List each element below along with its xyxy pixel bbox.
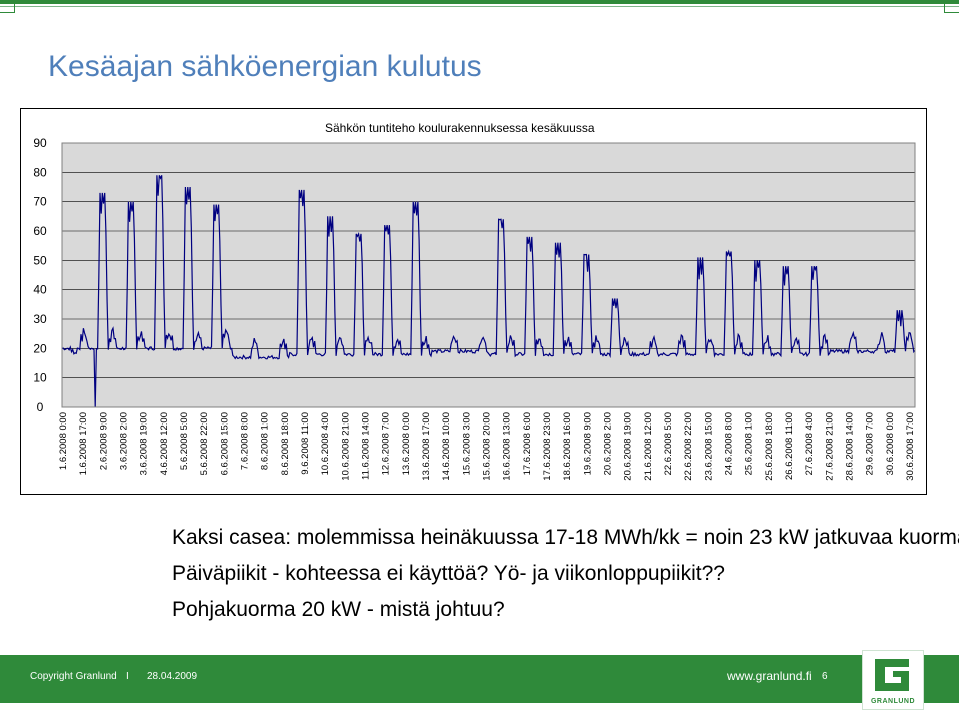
note-line-1: Kaksi casea: molemmissa heinäkuussa 17-1… xyxy=(172,526,959,549)
y-tick-label: 70 xyxy=(33,195,47,209)
x-tick-label: 28.6.2008 14:00 xyxy=(845,412,856,481)
x-tick-label: 30.6.2008 0:00 xyxy=(885,412,896,475)
footer-url-link[interactable]: www.granlund.fi xyxy=(727,669,812,683)
x-tick-label: 7.6.2008 8:00 xyxy=(240,412,251,470)
x-tick-label: 13.6.2008 17:00 xyxy=(421,412,432,481)
x-tick-label: 16.6.2008 13:00 xyxy=(502,412,513,481)
top-thin-line xyxy=(0,6,959,7)
line-chart: 0 10 20 30 40 50 60 70 80 90 1.6.2008 0:00 1.6.2008… xyxy=(33,136,916,481)
y-tick-label: 10 xyxy=(33,371,47,385)
x-tick-label: 25.6.2008 18:00 xyxy=(764,412,775,481)
x-tick-label: 5.6.2008 5:00 xyxy=(179,412,190,470)
x-tick-label: 27.6.2008 4:00 xyxy=(804,412,815,475)
granlund-g-icon xyxy=(875,659,909,691)
x-tick-label: 30.6.2008 17:00 xyxy=(905,412,916,481)
top-green-stripe xyxy=(0,0,959,4)
y-tick-label: 90 xyxy=(33,136,47,150)
x-tick-label: 13.6.2008 0:00 xyxy=(401,412,412,475)
x-tick-label: 5.6.2008 22:00 xyxy=(199,412,210,475)
x-tick-label: 8.6.2008 1:00 xyxy=(260,412,271,470)
x-tick-label: 27.6.2008 21:00 xyxy=(824,412,835,481)
x-tick-label: 20.6.2008 19:00 xyxy=(623,412,634,481)
footer-bar: Copyright Granlund I 28.04.2009 www.gran… xyxy=(0,655,959,703)
x-tick-label: 20.6.2008 2:00 xyxy=(603,412,614,475)
x-tick-label: 1.6.2008 0:00 xyxy=(58,412,69,470)
page-title: Kesäajan sähköenergian kulutus xyxy=(48,50,482,83)
y-tick-label: 20 xyxy=(33,341,47,355)
x-tick-label: 23.6.2008 15:00 xyxy=(703,412,714,481)
x-tick-label: 18.6.2008 16:00 xyxy=(562,412,573,481)
y-tick-label: 60 xyxy=(33,224,47,238)
granlund-logo: GRANLUND xyxy=(862,650,924,710)
series-line xyxy=(61,175,916,408)
x-tick-label: 9.6.2008 11:00 xyxy=(300,412,311,475)
x-tick-label: 21.6.2008 12:00 xyxy=(643,412,654,481)
footer-page-number: 6 xyxy=(822,671,828,682)
x-tick-label: 17.6.2008 6:00 xyxy=(522,412,533,475)
y-tick-label: 30 xyxy=(33,312,47,326)
corner-mark-left xyxy=(0,0,15,13)
x-tick-label: 3.6.2008 19:00 xyxy=(139,412,150,475)
x-tick-label: 25.6.2008 1:00 xyxy=(744,412,755,475)
plot-border xyxy=(61,142,916,408)
x-tick-label: 4.6.2008 12:00 xyxy=(159,412,170,475)
x-tick-label: 8.6.2008 18:00 xyxy=(280,412,291,475)
note-line-3: Pohjakuorma 20 kW - mistä johtuu? xyxy=(172,598,505,621)
x-tick-label: 6.6.2008 15:00 xyxy=(219,412,230,475)
x-tick-label: 15.6.2008 20:00 xyxy=(482,412,493,481)
x-tick-label: 24.6.2008 8:00 xyxy=(724,412,735,475)
plot-area xyxy=(62,143,915,407)
x-tick-label: 17.6.2008 23:00 xyxy=(542,412,553,481)
chart-title: Sähkön tuntiteho koulurakennuksessa kesä… xyxy=(325,121,595,135)
x-tick-label: 10.6.2008 21:00 xyxy=(340,412,351,481)
x-tick-label: 26.6.2008 11:00 xyxy=(784,412,795,480)
footer-copyright: Copyright Granlund xyxy=(30,671,117,682)
x-tick-label: 15.6.2008 3:00 xyxy=(461,412,472,475)
x-tick-label: 29.6.2008 7:00 xyxy=(865,412,876,475)
x-tick-label: 10.6.2008 4:00 xyxy=(320,412,331,475)
x-tick-label: 2.6.2008 9:00 xyxy=(98,412,109,470)
footer-separator: I xyxy=(126,671,129,682)
notes-block: Kaksi casea: molemmissa heinäkuussa 17-1… xyxy=(172,520,959,628)
x-tick-label: 1.6.2008 17:00 xyxy=(78,412,89,475)
y-tick-label: 0 xyxy=(37,400,44,414)
x-tick-label: 14.6.2008 10:00 xyxy=(441,412,452,481)
top-decoration-bar xyxy=(0,0,959,12)
y-tick-label: 50 xyxy=(33,253,47,267)
corner-mark-right xyxy=(944,0,959,13)
x-tick-label: 12.6.2008 7:00 xyxy=(381,412,392,475)
x-tick-label: 3.6.2008 2:00 xyxy=(119,412,130,470)
x-tick-label: 22.6.2008 22:00 xyxy=(683,412,694,481)
footer-date: 28.04.2009 xyxy=(147,671,198,682)
x-tick-label: 19.6.2008 9:00 xyxy=(582,412,593,475)
logo-text: GRANLUND xyxy=(870,698,916,705)
x-tick-label: 22.6.2008 5:00 xyxy=(663,412,674,475)
y-tick-label: 40 xyxy=(33,283,47,297)
note-line-2: Päiväpiikit - kohteessa ei käyttöä? Yö- … xyxy=(172,562,725,585)
y-tick-label: 80 xyxy=(33,165,47,179)
x-tick-label: 11.6.2008 14:00 xyxy=(361,412,372,480)
